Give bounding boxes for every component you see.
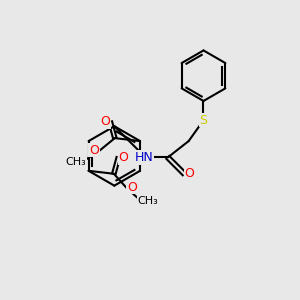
Text: O: O — [100, 115, 110, 128]
Text: O: O — [89, 143, 99, 157]
Text: O: O — [127, 181, 136, 194]
Text: HN: HN — [135, 151, 153, 164]
Text: O: O — [119, 151, 129, 164]
Text: CH₃: CH₃ — [65, 157, 86, 167]
Text: CH₃: CH₃ — [138, 196, 158, 206]
Text: S: S — [200, 114, 208, 127]
Text: O: O — [184, 167, 194, 180]
